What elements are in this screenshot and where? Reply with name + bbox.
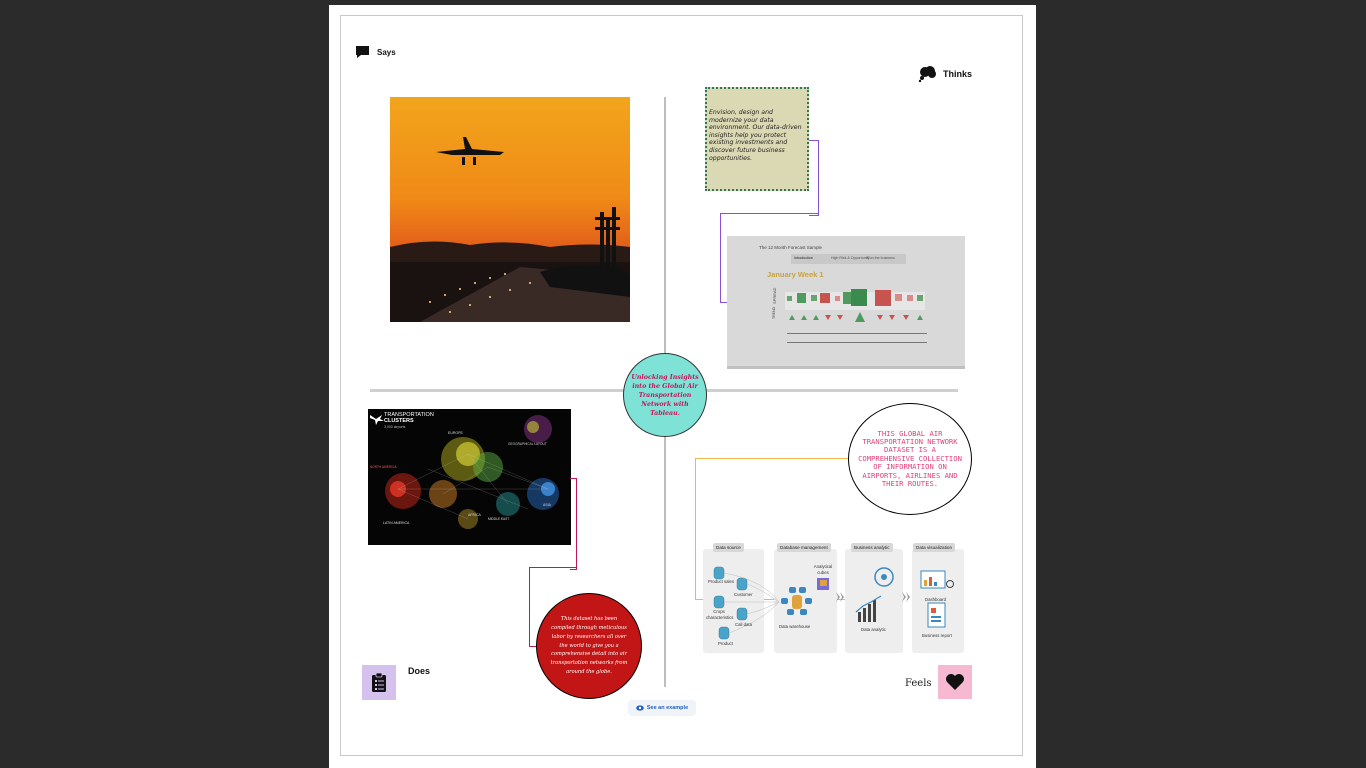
see-example-button[interactable]: See an example — [628, 700, 696, 716]
tab-high-risk[interactable]: High Risk & Opportunity — [831, 256, 870, 260]
feels-note-circle[interactable]: THIS GLOBAL AIR TRANSPORTATION NETWORK D… — [848, 403, 972, 515]
stage-business-analytic: Business analytic — [851, 543, 893, 552]
region-middle-east: MIDDLE EAST — [488, 517, 510, 521]
does-note-circle[interactable]: This dataset has been compiled through m… — [536, 593, 642, 699]
clusters-graphic — [370, 415, 559, 529]
thinks-label: Thinks — [943, 69, 973, 79]
dashboard-chart-glyphs — [727, 289, 965, 369]
data-warehouse-label: Data warehouse — [779, 624, 811, 629]
heart-icon — [946, 674, 964, 690]
map-title-line1: TRANSPORTATION — [384, 412, 434, 418]
transportation-clusters-image[interactable]: TRANSPORTATION CLUSTERS 3,000 airports G… — [368, 409, 571, 545]
dashboard-tabs: Introduction High Risk & Opportunity Run… — [791, 254, 906, 264]
clipboard-icon — [372, 672, 386, 692]
source-customer: Customer — [734, 592, 753, 597]
region-europe: EUROPE — [448, 431, 463, 435]
connector-line — [570, 478, 577, 570]
connector-line — [809, 140, 819, 216]
stage-data-visualization: Data visualization — [913, 543, 956, 552]
see-example-label: See an example — [646, 705, 689, 711]
analytical-cubes-label: Analytical cubes — [813, 564, 833, 575]
stage-box-data-source — [703, 549, 764, 653]
eye-icon — [636, 705, 644, 711]
connector-line — [695, 458, 850, 600]
flow-icons — [713, 566, 954, 640]
empathy-map-frame — [340, 15, 1023, 756]
dashboard-title: The 12 Month Forecast Sample — [759, 245, 823, 250]
tab-run-business[interactable]: Run the business — [867, 256, 895, 260]
map-inset-label: GEOGRAPHICAL LAYOUT — [508, 442, 547, 446]
does-icon-tile — [362, 665, 396, 700]
stage-box-visualization — [912, 549, 964, 653]
source-product: Product — [718, 641, 733, 646]
feels-icon-tile — [938, 665, 972, 699]
region-north-america: NORTH AMERICA — [370, 465, 397, 469]
says-label: Says — [377, 48, 396, 57]
thought-bubble-icon — [918, 65, 938, 88]
sticky-note[interactable]: Envision, design and modernize your data… — [705, 87, 809, 191]
stage-data-source: Data source — [713, 543, 744, 552]
forecast-dashboard-image[interactable]: The 12 Month Forecast Sample Introductio… — [727, 236, 965, 369]
center-topic-circle[interactable]: Unlocking Insights into the Global Air T… — [623, 353, 707, 437]
region-asia: ASIA — [543, 503, 551, 507]
speech-bubble-icon — [355, 45, 370, 65]
does-label: Does — [408, 666, 431, 676]
map-title-line2: CLUSTERS — [384, 418, 414, 424]
stage-database-management: Database management — [777, 543, 831, 552]
dashboard-label: Dashboard — [925, 597, 947, 602]
region-latin-america: LATIN AMERICA — [383, 521, 410, 525]
tab-introduction[interactable]: Introduction — [794, 256, 813, 260]
feels-label: Feels — [905, 678, 932, 689]
region-africa: AFRICA — [468, 513, 481, 517]
map-subtitle: 3,000 airports — [384, 425, 406, 429]
source-call-data: Call data — [735, 622, 752, 627]
source-crops: Crops characteristics — [706, 609, 734, 620]
dashboard-heading: January Week 1 — [767, 270, 824, 279]
data-analytic-label: Data analytic — [861, 627, 886, 632]
source-product-sales: Product sales — [708, 579, 735, 584]
airplane-sunset-image[interactable] — [390, 97, 630, 322]
data-flow-diagram[interactable]: Data source Database management Business… — [703, 540, 965, 655]
business-report-label: Business report — [922, 633, 952, 638]
